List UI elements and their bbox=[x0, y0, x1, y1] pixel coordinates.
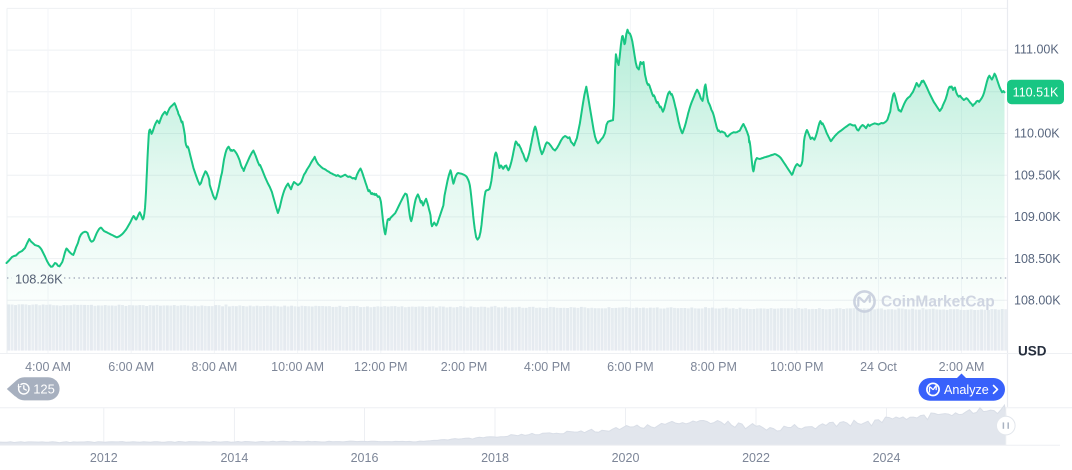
svg-text:111.00K: 111.00K bbox=[1014, 43, 1059, 57]
svg-text:2016: 2016 bbox=[351, 451, 379, 465]
svg-text:4:00 AM: 4:00 AM bbox=[25, 360, 71, 374]
svg-text:24 Oct: 24 Oct bbox=[860, 360, 897, 374]
svg-text:8:00 AM: 8:00 AM bbox=[191, 360, 237, 374]
svg-text:2020: 2020 bbox=[612, 451, 640, 465]
svg-text:6:00 PM: 6:00 PM bbox=[607, 360, 654, 374]
svg-text:109.00K: 109.00K bbox=[1014, 210, 1061, 224]
svg-text:4:00 PM: 4:00 PM bbox=[524, 360, 571, 374]
svg-text:Analyze: Analyze bbox=[944, 383, 989, 397]
svg-text:USD: USD bbox=[1018, 344, 1047, 359]
svg-text:108.00K: 108.00K bbox=[1014, 294, 1061, 308]
svg-text:12:00 PM: 12:00 PM bbox=[354, 360, 408, 374]
svg-text:109.50K: 109.50K bbox=[1014, 168, 1061, 182]
svg-text:2014: 2014 bbox=[220, 451, 248, 465]
svg-text:108.26K: 108.26K bbox=[15, 272, 63, 287]
svg-text:6:00 AM: 6:00 AM bbox=[108, 360, 154, 374]
svg-text:2018: 2018 bbox=[481, 451, 509, 465]
svg-text:10:00 AM: 10:00 AM bbox=[271, 360, 324, 374]
svg-text:2024: 2024 bbox=[873, 451, 901, 465]
svg-text:108.50K: 108.50K bbox=[1014, 252, 1061, 266]
svg-text:110.00K: 110.00K bbox=[1014, 127, 1060, 141]
svg-text:CoinMarketCap: CoinMarketCap bbox=[881, 294, 995, 311]
svg-text:8:00 PM: 8:00 PM bbox=[690, 360, 737, 374]
svg-text:2012: 2012 bbox=[90, 451, 118, 465]
svg-text:125: 125 bbox=[33, 382, 55, 397]
svg-text:2:00 PM: 2:00 PM bbox=[441, 360, 488, 374]
svg-text:2:00 AM: 2:00 AM bbox=[939, 360, 985, 374]
svg-text:2022: 2022 bbox=[742, 451, 770, 465]
svg-text:110.51K: 110.51K bbox=[1013, 85, 1059, 99]
svg-text:10:00 PM: 10:00 PM bbox=[770, 360, 824, 374]
